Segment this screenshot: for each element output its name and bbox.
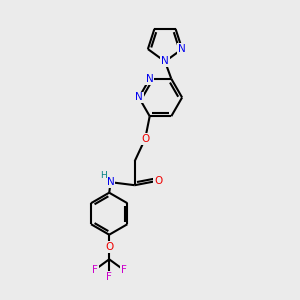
Text: F: F [106, 272, 112, 282]
Text: F: F [92, 265, 98, 275]
Text: N: N [161, 56, 169, 67]
Text: N: N [146, 74, 154, 84]
Text: N: N [107, 177, 115, 187]
Text: O: O [105, 242, 113, 252]
Text: H: H [100, 171, 106, 180]
Text: O: O [141, 134, 149, 144]
Text: F: F [121, 265, 127, 275]
Text: N: N [135, 92, 143, 103]
Text: O: O [154, 176, 162, 186]
Text: N: N [178, 44, 186, 54]
